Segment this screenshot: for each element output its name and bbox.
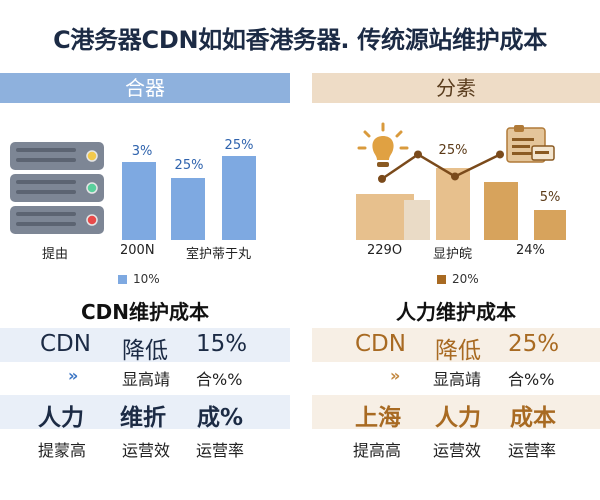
- left-row3-col1: 人力: [38, 405, 84, 431]
- right-row4-col1: 提高高: [353, 441, 402, 460]
- right-section-title: 人力维护成本: [396, 300, 516, 324]
- bar-right-2: [404, 200, 430, 240]
- server-rack-icon: [10, 142, 104, 234]
- left-legend: 10%: [118, 272, 160, 286]
- left-row1-col1: CDN: [40, 331, 91, 357]
- category-label: 提由: [42, 247, 69, 262]
- right-row4-col3: 运营率: [508, 441, 557, 460]
- right-row4-col2: 运营效: [433, 441, 482, 460]
- bar-value-label: 3%: [131, 144, 153, 159]
- right-legend: 20%: [437, 272, 479, 286]
- left-row2-col2: 显高靖: [122, 370, 171, 389]
- right-row-band: [312, 328, 600, 362]
- legend-label: 20%: [452, 272, 479, 286]
- right-row3-col1: 上海: [355, 405, 401, 431]
- category-label: 229O: [367, 243, 403, 258]
- bar-value-label: 5%: [539, 190, 561, 205]
- right-row1-col1: CDN: [355, 331, 406, 357]
- lightbulb-icon: [357, 122, 409, 167]
- trend-point: [451, 172, 459, 181]
- right-row2-col2: 显高靖: [433, 370, 482, 389]
- category-label: 显护皖: [433, 247, 473, 262]
- legend-swatch: [118, 275, 127, 284]
- double-chevron-icon: »: [390, 366, 401, 385]
- left-row1-col3: 15%: [196, 331, 248, 357]
- left-row4-col2: 运营效: [122, 441, 171, 460]
- right-row1-col3: 25%: [508, 331, 560, 357]
- right-row2-col3: 合%%: [508, 370, 555, 389]
- document-card-icon: [506, 125, 555, 163]
- bar-value-label: 25%: [174, 158, 204, 173]
- legend-label: 10%: [133, 272, 160, 286]
- trend-point: [496, 150, 504, 159]
- legend-swatch: [437, 275, 446, 284]
- left-row-band: [0, 328, 290, 362]
- category-label: 24%: [516, 243, 545, 258]
- page-title: C港务器CDN如如香港务器. 传统源站维护成本: [53, 26, 547, 54]
- left-row1-col2: 降低: [122, 338, 168, 364]
- bar-left-2: [171, 178, 205, 240]
- double-chevron-icon: »: [68, 366, 79, 385]
- bar-value-label: 25%: [224, 138, 254, 153]
- left-row4-col1: 提蒙高: [38, 441, 87, 460]
- left-section-title: CDN维护成本: [80, 300, 210, 324]
- trend-point: [378, 174, 386, 183]
- bar-left-1: [122, 162, 156, 240]
- left-row3-col3: 成%: [197, 405, 244, 431]
- bar-left-3: [222, 156, 256, 240]
- bar-right-4: [484, 182, 518, 240]
- left-row4-col3: 运营率: [196, 441, 245, 460]
- left-row2-col3: 合%%: [196, 370, 243, 389]
- bar-right-5: [534, 210, 566, 240]
- category-label: 200N: [120, 243, 155, 258]
- left-bar-chart: [122, 156, 256, 240]
- bar-value-label: 25%: [438, 143, 468, 158]
- left-panel-header: 合器: [0, 73, 290, 103]
- category-label: 室护蒂于丸: [186, 247, 252, 262]
- right-row3-col2: 人力: [435, 405, 481, 431]
- right-row3-col3: 成本: [510, 405, 556, 431]
- right-bar-chart: [356, 150, 566, 240]
- right-row1-col2: 降低: [435, 338, 481, 364]
- right-panel-header: 分素: [312, 73, 600, 103]
- bar-right-3: [436, 168, 470, 240]
- right-row-band: [312, 395, 600, 429]
- left-row-band: [0, 395, 290, 429]
- trend-point: [414, 150, 422, 159]
- trend-line: [381, 152, 501, 180]
- left-row3-col2: 维折: [120, 405, 166, 431]
